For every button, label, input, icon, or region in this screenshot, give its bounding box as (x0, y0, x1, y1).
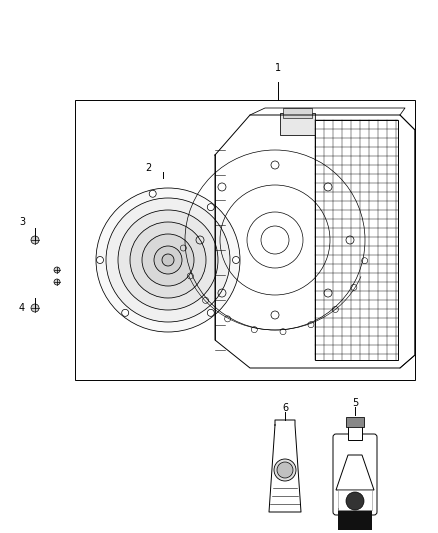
Circle shape (149, 190, 156, 197)
Bar (280, 113, 315, 135)
Text: 3: 3 (19, 217, 25, 227)
Circle shape (162, 254, 174, 266)
Circle shape (106, 198, 230, 322)
Bar (348, 422, 362, 440)
Circle shape (274, 459, 296, 481)
Circle shape (154, 246, 182, 274)
Circle shape (277, 462, 293, 478)
Circle shape (54, 279, 60, 285)
Circle shape (31, 304, 39, 312)
Text: 2: 2 (145, 163, 151, 173)
Circle shape (207, 204, 214, 211)
Circle shape (118, 210, 218, 310)
Circle shape (54, 267, 60, 273)
Circle shape (233, 256, 240, 263)
Text: 4: 4 (19, 303, 25, 313)
Circle shape (207, 309, 214, 317)
Bar (346, 417, 364, 427)
Circle shape (96, 256, 103, 263)
Bar (315, 120, 398, 360)
Polygon shape (336, 455, 374, 490)
Bar (283, 108, 312, 118)
Bar (75, 100, 415, 380)
Text: 1: 1 (275, 63, 281, 73)
Circle shape (122, 309, 129, 317)
Bar (338, 508, 372, 530)
Circle shape (346, 492, 364, 510)
Bar (338, 490, 372, 510)
Text: 5: 5 (352, 398, 358, 408)
Circle shape (142, 234, 194, 286)
Text: 6: 6 (282, 403, 288, 413)
Circle shape (96, 188, 240, 332)
FancyBboxPatch shape (333, 434, 377, 515)
Circle shape (31, 236, 39, 244)
Circle shape (130, 222, 206, 298)
